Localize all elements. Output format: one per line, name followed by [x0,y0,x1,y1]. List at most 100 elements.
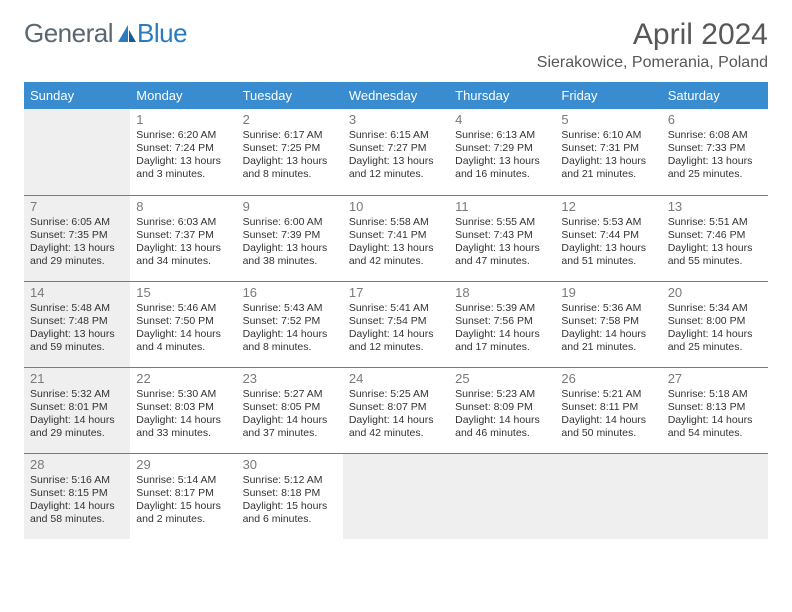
day-details: Sunrise: 6:17 AMSunset: 7:25 PMDaylight:… [243,129,337,182]
detail-line: Sunrise: 6:10 AM [561,129,641,141]
detail-line: Sunrise: 6:00 AM [243,216,323,228]
detail-line: and 25 minutes. [668,341,743,353]
calendar-day-cell: 14Sunrise: 5:48 AMSunset: 7:48 PMDayligh… [24,281,130,367]
detail-line: Sunset: 8:15 PM [30,487,108,499]
detail-line: Sunset: 7:37 PM [136,229,214,241]
calendar-day-cell: 25Sunrise: 5:23 AMSunset: 8:09 PMDayligh… [449,367,555,453]
day-number: 8 [136,199,230,214]
detail-line: Sunrise: 6:20 AM [136,129,216,141]
detail-line: Sunset: 8:01 PM [30,401,108,413]
day-details: Sunrise: 5:32 AMSunset: 8:01 PMDaylight:… [30,388,124,441]
day-details: Sunrise: 5:21 AMSunset: 8:11 PMDaylight:… [561,388,655,441]
day-number: 6 [668,112,762,127]
day-details: Sunrise: 5:53 AMSunset: 7:44 PMDaylight:… [561,216,655,269]
calendar-day-cell: 9 Sunrise: 6:00 AMSunset: 7:39 PMDaylight… [237,195,343,281]
detail-line: Sunrise: 5:23 AM [455,388,535,400]
detail-line: and 17 minutes. [455,341,530,353]
detail-line: and 3 minutes. [136,168,205,180]
detail-line: Sunrise: 5:25 AM [349,388,429,400]
weekday-header: Monday [130,82,236,109]
calendar-day-cell: 5Sunrise: 6:10 AMSunset: 7:31 PMDaylight… [555,109,661,195]
calendar-day-cell: 26 Sunrise: 5:21 AMSunset: 8:11 PMDayligh… [555,367,661,453]
detail-line: Sunset: 7:43 PM [455,229,533,241]
day-number: 2 [243,112,337,127]
day-details: Sunrise: 5:48 AMSunset: 7:48 PMDaylight:… [30,302,124,355]
detail-line: Daylight: 13 hours [30,328,115,340]
detail-line: Sunrise: 5:21 AM [561,388,641,400]
detail-line: Sunrise: 5:12 AM [243,474,323,486]
detail-line: Sunset: 7:50 PM [136,315,214,327]
day-number: 22 [136,371,230,386]
weekday-header: Thursday [449,82,555,109]
day-details: Sunrise: 6:03 AMSunset: 7:37 PMDaylight:… [136,216,230,269]
calendar-week-row: 14Sunrise: 5:48 AMSunset: 7:48 PMDayligh… [24,281,768,367]
weekday-header: Friday [555,82,661,109]
day-number: 4 [455,112,549,127]
detail-line: and 29 minutes. [30,255,105,267]
detail-line: Daylight: 15 hours [243,500,328,512]
detail-line: Sunrise: 5:58 AM [349,216,429,228]
detail-line: and 25 minutes. [668,168,743,180]
detail-line: Daylight: 13 hours [561,155,646,167]
detail-line: Sunrise: 5:18 AM [668,388,748,400]
calendar-table: Sunday Monday Tuesday Wednesday Thursday… [24,82,768,539]
detail-line: Daylight: 14 hours [455,414,540,426]
detail-line: Sunrise: 5:16 AM [30,474,110,486]
calendar-week-row: 21 Sunrise: 5:32 AMSunset: 8:01 PMDayligh… [24,367,768,453]
calendar-day-cell [449,453,555,539]
calendar-day-cell: 24Sunrise: 5:25 AMSunset: 8:07 PMDayligh… [343,367,449,453]
detail-line: Sunset: 8:09 PM [455,401,533,413]
day-number: 20 [668,285,762,300]
day-number: 23 [243,371,337,386]
detail-line: and 58 minutes. [30,513,105,525]
day-number: 10 [349,199,443,214]
day-details: Sunrise: 6:00 AMSunset: 7:39 PMDaylight:… [243,216,337,269]
detail-line: Sunset: 8:13 PM [668,401,746,413]
detail-line: and 59 minutes. [30,341,105,353]
day-details: Sunrise: 5:51 AMSunset: 7:46 PMDaylight:… [668,216,762,269]
detail-line: Daylight: 14 hours [561,328,646,340]
calendar-day-cell: 27Sunrise: 5:18 AMSunset: 8:13 PMDayligh… [662,367,768,453]
weekday-header-row: Sunday Monday Tuesday Wednesday Thursday… [24,82,768,109]
day-details: Sunrise: 5:39 AMSunset: 7:56 PMDaylight:… [455,302,549,355]
day-number: 26 [561,371,655,386]
weekday-header: Sunday [24,82,130,109]
detail-line: Daylight: 13 hours [349,242,434,254]
detail-line: Daylight: 14 hours [349,414,434,426]
day-details: Sunrise: 5:46 AMSunset: 7:50 PMDaylight:… [136,302,230,355]
detail-line: and 54 minutes. [668,427,743,439]
detail-line: and 8 minutes. [243,341,312,353]
calendar-day-cell: 29Sunrise: 5:14 AMSunset: 8:17 PMDayligh… [130,453,236,539]
day-details: Sunrise: 5:16 AMSunset: 8:15 PMDaylight:… [30,474,124,527]
detail-line: and 51 minutes. [561,255,636,267]
day-number: 13 [668,199,762,214]
detail-line: Sunset: 7:41 PM [349,229,427,241]
detail-line: and 34 minutes. [136,255,211,267]
detail-line: Sunset: 7:54 PM [349,315,427,327]
detail-line: and 37 minutes. [243,427,318,439]
detail-line: Sunrise: 6:13 AM [455,129,535,141]
detail-line: and 12 minutes. [349,341,424,353]
detail-line: Daylight: 13 hours [349,155,434,167]
detail-line: Sunrise: 6:05 AM [30,216,110,228]
calendar-day-cell: 8 Sunrise: 6:03 AMSunset: 7:37 PMDaylight… [130,195,236,281]
day-number: 17 [349,285,443,300]
calendar-day-cell: 11Sunrise: 5:55 AMSunset: 7:43 PMDayligh… [449,195,555,281]
calendar-week-row: 7Sunrise: 6:05 AMSunset: 7:35 PMDaylight… [24,195,768,281]
detail-line: Sunrise: 5:41 AM [349,302,429,314]
calendar-day-cell: 28Sunrise: 5:16 AMSunset: 8:15 PMDayligh… [24,453,130,539]
detail-line: Daylight: 14 hours [243,328,328,340]
day-number: 9 [243,199,337,214]
day-details: Sunrise: 5:25 AMSunset: 8:07 PMDaylight:… [349,388,443,441]
detail-line: and 16 minutes. [455,168,530,180]
detail-line: Sunset: 8:03 PM [136,401,214,413]
detail-line: Sunrise: 5:53 AM [561,216,641,228]
calendar-day-cell: 30Sunrise: 5:12 AMSunset: 8:18 PMDayligh… [237,453,343,539]
detail-line: Sunset: 7:46 PM [668,229,746,241]
brand-word-2: Blue [137,18,187,49]
calendar-day-cell: 12Sunrise: 5:53 AMSunset: 7:44 PMDayligh… [555,195,661,281]
day-details: Sunrise: 6:15 AMSunset: 7:27 PMDaylight:… [349,129,443,182]
day-number: 21 [30,371,124,386]
detail-line: Daylight: 13 hours [668,242,753,254]
day-number: 7 [30,199,124,214]
